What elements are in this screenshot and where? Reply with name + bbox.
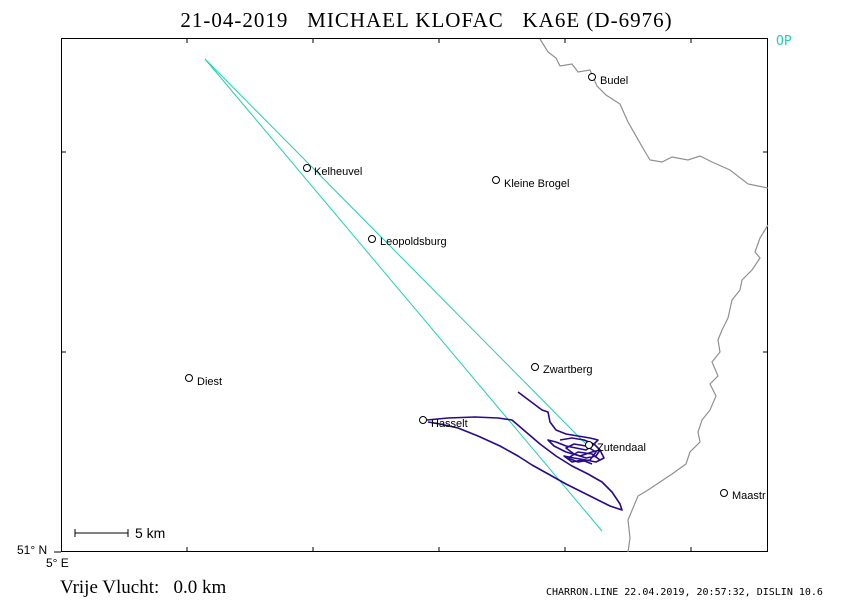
place-label-maastricht: Maastr	[732, 490, 766, 502]
place-label-leopoldsburg: Leopoldsburg	[380, 236, 447, 248]
latitude-label: 51° N	[17, 543, 48, 557]
glider-id: KA6E (D-6976)	[522, 8, 673, 32]
task-leg-2	[204, 58, 587, 445]
place-marker-maastricht	[720, 489, 728, 497]
place-label-hasselt: Hasselt	[431, 418, 468, 430]
place-marker-diest	[185, 374, 193, 382]
place-label-zwartberg: Zwartberg	[543, 364, 593, 376]
axis-ticks	[54, 38, 768, 553]
place-marker-zutendaal	[585, 441, 593, 449]
track-west-loop	[426, 416, 623, 511]
free-flight-label: Vrije Vlucht:	[60, 577, 160, 598]
place-label-kelheuvel: Kelheuvel	[314, 166, 363, 178]
free-flight-distance: Vrije Vlucht: 0.0 km	[60, 577, 226, 599]
place-label-zutendaal: Zutendaal	[597, 442, 646, 454]
track-upper	[517, 391, 605, 465]
task-leg-1	[204, 58, 603, 532]
longitude-label: 5° E	[46, 556, 69, 570]
scale-label: 5 km	[135, 525, 166, 541]
border-north	[539, 38, 769, 189]
place-marker-leopoldsburg	[368, 235, 376, 243]
place-marker-kelheuvel	[303, 164, 311, 172]
task-lines	[204, 58, 603, 532]
place-markers	[185, 73, 728, 497]
border-east	[627, 224, 769, 553]
pilot-name: MICHAEL KLOFAC	[307, 8, 504, 32]
place-marker-budel	[588, 73, 596, 81]
country-border	[539, 38, 769, 553]
free-flight-value: 0.0 km	[173, 577, 227, 598]
place-marker-kleine-brogel	[492, 176, 500, 184]
software-info: CHARRON.LINE 22.04.2019, 20:57:32, DISLI…	[546, 587, 823, 598]
place-label-budel: Budel	[600, 75, 629, 87]
flight-track	[426, 391, 623, 511]
map-frame	[61, 38, 768, 552]
map-title: 21-04-2019 MICHAEL KLOFAC KA6E (D-6976)	[0, 8, 853, 33]
place-label-kleine-brogel: Kleine Brogel	[504, 178, 570, 190]
scale-bar	[74, 529, 129, 537]
place-marker-hasselt	[419, 416, 427, 424]
op-label: OP	[776, 34, 792, 49]
place-label-diest: Diest	[197, 376, 223, 388]
flight-date: 21-04-2019	[180, 8, 289, 32]
place-marker-zwartberg	[531, 363, 539, 371]
